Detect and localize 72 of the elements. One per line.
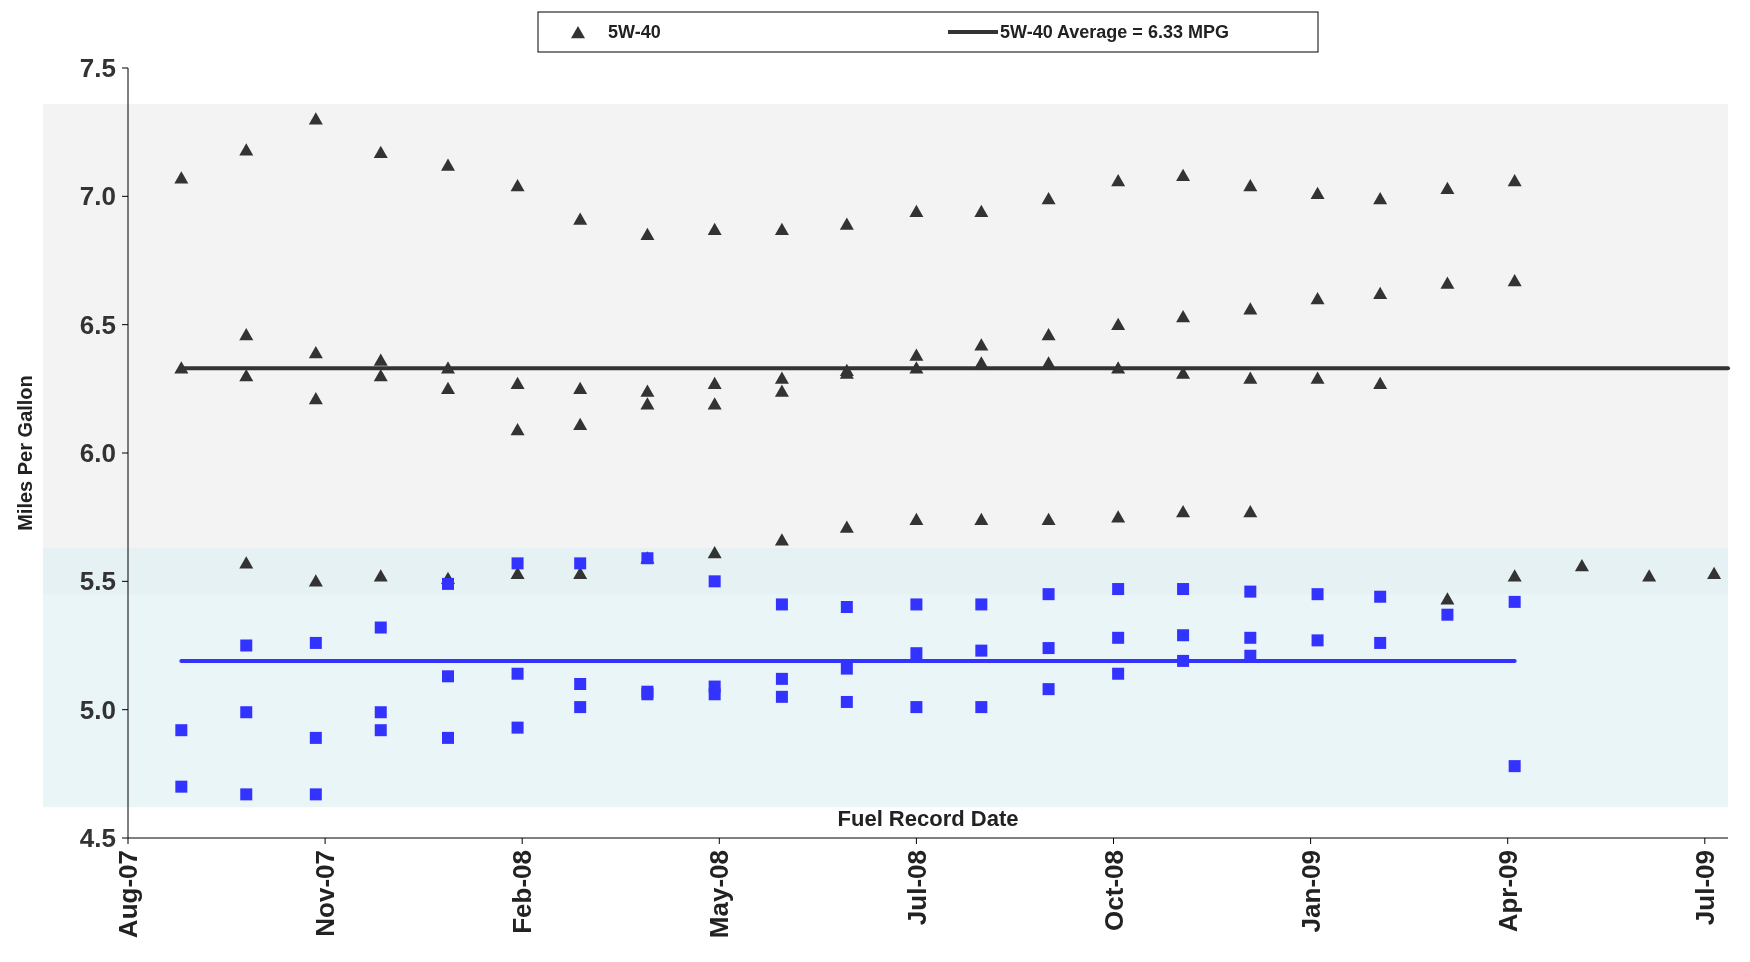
point — [442, 577, 454, 590]
point — [1374, 590, 1387, 603]
point — [840, 695, 853, 708]
point — [840, 662, 853, 675]
point — [374, 621, 387, 634]
x-tick-label: Nov-07 — [310, 850, 341, 937]
point — [910, 598, 923, 611]
y-tick-label: 6.5 — [79, 309, 116, 340]
point — [1177, 654, 1190, 667]
point — [1311, 588, 1324, 601]
point — [1177, 583, 1190, 596]
point — [374, 724, 387, 737]
point — [1042, 588, 1055, 601]
x-tick-label: May-08 — [704, 850, 735, 939]
point — [240, 788, 253, 801]
y-tick-label: 6.0 — [79, 438, 116, 469]
point — [1374, 636, 1387, 649]
point — [775, 598, 788, 611]
point — [1177, 629, 1190, 642]
point — [1441, 608, 1454, 621]
point — [775, 672, 788, 685]
point — [175, 780, 188, 793]
point — [1112, 631, 1125, 644]
point — [175, 724, 188, 737]
point — [574, 701, 587, 714]
x-tick-label: Oct-08 — [1098, 850, 1129, 931]
y-axis-title: Miles Per Gallon — [14, 375, 36, 531]
y-tick-label: 7.0 — [79, 181, 116, 212]
point — [374, 706, 387, 719]
point — [708, 575, 721, 588]
x-axis-title: Fuel Record Date — [837, 806, 1019, 831]
x-tick-label: Jul-09 — [1689, 850, 1720, 926]
point — [574, 678, 587, 690]
point — [1244, 631, 1257, 644]
point — [442, 731, 454, 744]
point — [1508, 595, 1521, 608]
point — [1112, 667, 1125, 680]
y-tick-label: 5.0 — [79, 694, 116, 725]
point — [775, 690, 788, 703]
point — [840, 601, 853, 613]
legend-label: 5W-40 Average = 6.33 MPG — [1000, 22, 1229, 43]
point — [1244, 585, 1257, 598]
point — [309, 788, 322, 801]
point — [1112, 583, 1125, 596]
x-tick-label: Feb-08 — [507, 850, 538, 934]
point — [574, 557, 587, 570]
x-tick-label: Aug-07 — [113, 850, 144, 939]
point — [511, 721, 524, 734]
legend-label: 5W-40 — [608, 22, 661, 43]
x-tick-label: Jan-09 — [1295, 850, 1326, 933]
point — [975, 701, 988, 714]
point — [1042, 683, 1055, 696]
y-tick-label: 7.5 — [79, 53, 116, 84]
point — [442, 670, 454, 683]
point — [975, 644, 988, 657]
x-tick-label: Apr-09 — [1492, 850, 1523, 933]
point — [1311, 634, 1324, 647]
y-tick-label: 5.5 — [79, 566, 116, 597]
point — [975, 598, 988, 611]
x-tick-label: Jul-08 — [901, 850, 932, 926]
point — [309, 636, 322, 649]
point — [910, 701, 923, 714]
point — [1508, 760, 1521, 773]
point — [1042, 642, 1055, 655]
point — [708, 688, 721, 701]
point — [511, 667, 524, 680]
point — [511, 557, 524, 570]
point — [910, 647, 923, 660]
point — [240, 639, 253, 652]
y-tick-label: 4.5 — [79, 823, 116, 854]
point — [309, 731, 322, 744]
point — [240, 706, 253, 719]
